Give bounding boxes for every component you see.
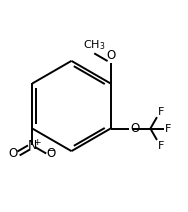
Text: O: O <box>130 122 139 135</box>
Text: O: O <box>47 147 56 160</box>
Text: N: N <box>28 139 37 152</box>
Text: O: O <box>8 147 18 160</box>
Text: −: − <box>47 146 55 156</box>
Text: O: O <box>106 49 115 62</box>
Text: F: F <box>164 124 171 134</box>
Text: +: + <box>33 138 41 147</box>
Text: F: F <box>158 141 164 151</box>
Text: CH$_3$: CH$_3$ <box>83 39 105 52</box>
Text: F: F <box>158 107 164 117</box>
